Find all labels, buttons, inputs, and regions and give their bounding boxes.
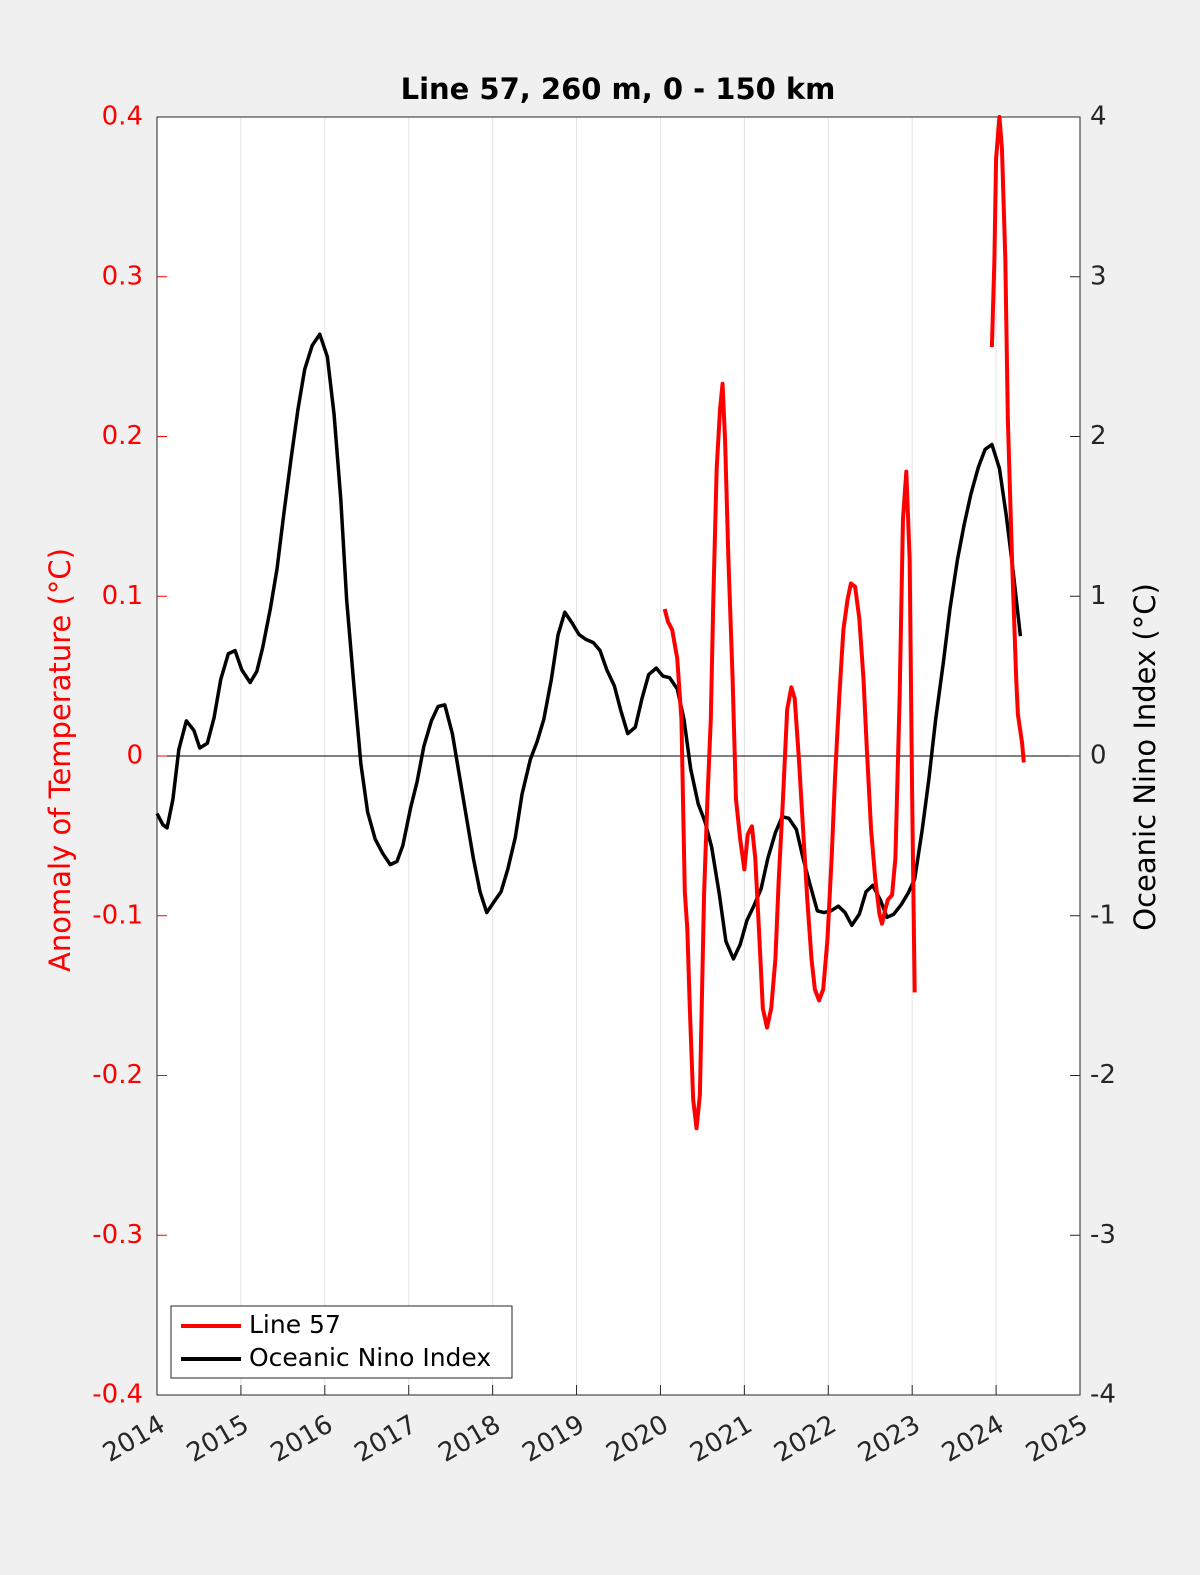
y2-tick-label: 4 xyxy=(1090,102,1107,132)
y2-tick-label: 2 xyxy=(1090,421,1107,451)
y-tick-label: -0.3 xyxy=(92,1220,143,1250)
chart-title: Line 57, 260 m, 0 - 150 km xyxy=(401,72,836,106)
x-tick-label: 2020 xyxy=(601,1410,673,1469)
data-line xyxy=(662,115,1026,1131)
y2-tick-label: 1 xyxy=(1090,581,1107,611)
x-tick-label: 2015 xyxy=(182,1410,254,1469)
y2-tick-label: 0 xyxy=(1090,741,1107,771)
y-tick-label: 0.1 xyxy=(102,581,143,611)
y-tick-label: 0.2 xyxy=(102,421,143,451)
y2-tick-label: 3 xyxy=(1090,261,1107,291)
y2-axis-label: Oceanic Nino Index (°C) xyxy=(1128,583,1162,931)
y2-tick-label: -3 xyxy=(1090,1220,1116,1250)
legend: Line 57 Oceanic Nino Index xyxy=(170,1305,513,1379)
x-tick-label: 2019 xyxy=(517,1410,589,1469)
plot-frame xyxy=(156,116,1081,1396)
y2-tick-label: -1 xyxy=(1090,900,1116,930)
x-tick-label: 2024 xyxy=(937,1410,1009,1469)
legend-label: Oceanic Nino Index xyxy=(249,1343,491,1372)
y2-tick-label: -2 xyxy=(1090,1060,1116,1090)
x-tick-label: 2025 xyxy=(1021,1410,1093,1469)
x-tick-label: 2023 xyxy=(853,1410,925,1469)
legend-label: Line 57 xyxy=(249,1310,341,1339)
y-tick-label: 0 xyxy=(126,741,143,771)
x-tick-label: 2014 xyxy=(98,1410,170,1469)
y-tick-label: 0.3 xyxy=(102,261,143,291)
x-tick-label: 2022 xyxy=(769,1410,841,1469)
x-tick-label: 2021 xyxy=(685,1410,757,1469)
y-tick-label: -0.4 xyxy=(92,1380,143,1410)
y2-tick-label: -4 xyxy=(1090,1380,1116,1410)
y-tick-label: -0.2 xyxy=(92,1060,143,1090)
x-tick-label: 2016 xyxy=(266,1410,338,1469)
y-axis-label: Anomaly of Temperature (°C) xyxy=(43,548,77,972)
y-tick-label: 0.4 xyxy=(102,102,143,132)
x-tick-label: 2018 xyxy=(434,1410,506,1469)
x-tick-label: 2017 xyxy=(350,1410,422,1469)
legend-box xyxy=(170,1305,513,1379)
y-tick-label: -0.1 xyxy=(92,900,143,930)
